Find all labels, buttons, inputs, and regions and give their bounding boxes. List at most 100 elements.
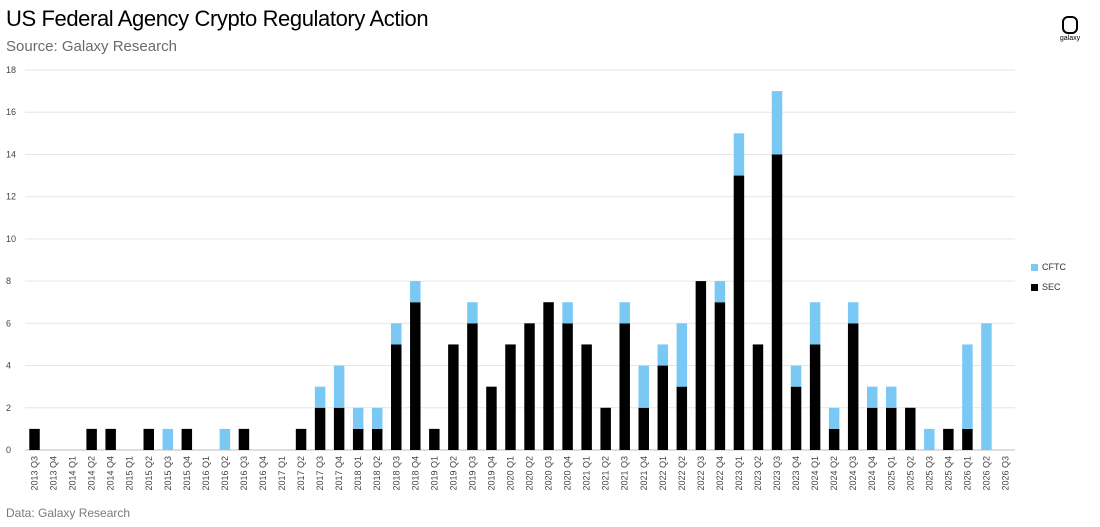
bar-sec	[429, 428, 440, 450]
x-tick-label: 2013 Q4	[49, 456, 59, 491]
x-tick-label: 2015 Q4	[182, 456, 192, 491]
bar-cftc	[410, 281, 421, 303]
bar-sec	[847, 323, 859, 450]
x-tick-label: 2025 Q4	[943, 456, 953, 491]
bar-sec	[695, 281, 707, 450]
bar-cftc	[371, 407, 383, 429]
x-tick-label: 2025 Q1	[886, 456, 896, 491]
bar-series	[29, 91, 992, 451]
bar-cftc	[962, 344, 973, 429]
legend-swatch-sec	[1031, 284, 1038, 291]
bar-sec	[29, 428, 40, 450]
x-tick-label: 2015 Q3	[163, 456, 173, 491]
x-tick-label: 2014 Q1	[68, 456, 78, 491]
y-tick-label: 0	[6, 445, 11, 455]
bar-sec	[733, 175, 745, 451]
y-tick-label: 2	[6, 403, 11, 413]
bar-cftc	[219, 428, 231, 450]
bar-cftc	[638, 365, 649, 408]
x-tick-label: 2022 Q3	[696, 456, 706, 491]
bar-cftc	[657, 344, 669, 366]
x-tick-label: 2016 Q2	[220, 456, 230, 491]
legend-label-cftc: CFTC	[1042, 262, 1066, 272]
x-tick-label: 2020 Q3	[544, 456, 554, 491]
bar-cftc	[790, 365, 802, 387]
bar-sec	[543, 302, 554, 450]
x-axis-tick-labels: 2013 Q3 2013 Q4 2014 Q1 2014 Q2 2014 Q4 2015 …	[30, 456, 1011, 491]
bar-sec	[467, 323, 478, 450]
x-tick-label: 2023 Q2	[753, 456, 763, 491]
bar-sec	[866, 407, 878, 450]
bar-sec	[962, 428, 973, 450]
bar-cftc	[391, 323, 402, 345]
bar-sec	[943, 428, 954, 450]
bar-cftc	[714, 281, 726, 303]
x-tick-label: 2016 Q1	[201, 456, 211, 491]
y-tick-label: 4	[6, 361, 11, 371]
x-tick-label: 2017 Q1	[277, 456, 287, 491]
bar-sec	[333, 407, 345, 450]
x-tick-label: 2021 Q4	[639, 456, 649, 491]
bar-cftc	[314, 386, 326, 408]
data-source-note: Data: Galaxy Research	[6, 506, 131, 520]
bar-sec	[752, 344, 764, 450]
y-axis-tick-labels: 0 2 4 6 8 10 12 14 16 18	[6, 65, 16, 455]
x-tick-label: 2024 Q4	[867, 456, 877, 491]
x-tick-label: 2024 Q2	[829, 456, 839, 491]
y-tick-label: 18	[6, 65, 16, 75]
bar-cftc	[162, 428, 174, 450]
bar-cftc	[771, 91, 783, 155]
bar-sec	[600, 407, 611, 450]
bar-cftc	[866, 386, 878, 408]
bar-sec	[619, 323, 630, 450]
bar-cftc	[809, 302, 821, 345]
legend-swatch-cftc	[1031, 264, 1038, 271]
x-tick-label: 2023 Q3	[772, 456, 782, 491]
bar-cftc	[619, 302, 630, 324]
bar-cftc	[562, 302, 573, 324]
bar-cftc	[886, 386, 897, 408]
x-tick-label: 2018 Q4	[410, 456, 420, 491]
bar-sec	[143, 428, 154, 450]
bar-sec	[886, 407, 897, 450]
x-tick-label: 2024 Q1	[810, 456, 820, 491]
x-tick-label: 2025 Q3	[924, 456, 934, 491]
x-tick-label: 2024 Q3	[848, 456, 858, 491]
bar-sec	[105, 428, 116, 450]
bar-sec	[371, 428, 383, 450]
x-tick-label: 2017 Q2	[296, 456, 306, 491]
y-tick-label: 16	[6, 107, 16, 117]
x-tick-label: 2023 Q1	[734, 456, 744, 491]
x-tick-label: 2016 Q3	[239, 456, 249, 491]
bar-sec	[581, 344, 592, 450]
y-tick-label: 8	[6, 276, 11, 286]
bar-sec	[562, 323, 573, 450]
x-tick-label: 2022 Q1	[658, 456, 668, 491]
x-tick-label: 2021 Q2	[601, 456, 611, 491]
bar-sec	[505, 344, 516, 450]
bar-sec	[295, 428, 307, 450]
bar-sec	[828, 428, 840, 450]
x-tick-label: 2019 Q4	[486, 456, 496, 491]
y-tick-label: 10	[6, 234, 16, 244]
bar-cftc	[352, 407, 364, 429]
chart-title: US Federal Agency Crypto Regulatory Acti…	[6, 6, 429, 31]
bar-sec	[771, 154, 783, 450]
legend-label-sec: SEC	[1042, 282, 1061, 292]
x-tick-label: 2019 Q2	[448, 456, 458, 491]
bar-sec	[714, 302, 726, 450]
bar-cftc	[333, 365, 345, 408]
y-tick-label: 12	[6, 192, 16, 202]
x-tick-label: 2025 Q2	[905, 456, 915, 491]
x-tick-label: 2026 Q3	[1000, 456, 1010, 491]
x-tick-label: 2014 Q2	[87, 456, 97, 491]
x-tick-label: 2018 Q2	[372, 456, 382, 491]
bar-sec	[314, 407, 326, 450]
chart-legend: CFTC SEC	[1031, 262, 1066, 292]
x-tick-label: 2026 Q2	[981, 456, 991, 491]
bar-sec	[638, 407, 649, 450]
galaxy-logo: galaxy	[1058, 16, 1082, 42]
bar-sec	[657, 365, 669, 450]
x-tick-label: 2019 Q1	[429, 456, 439, 491]
bar-sec	[905, 407, 916, 450]
